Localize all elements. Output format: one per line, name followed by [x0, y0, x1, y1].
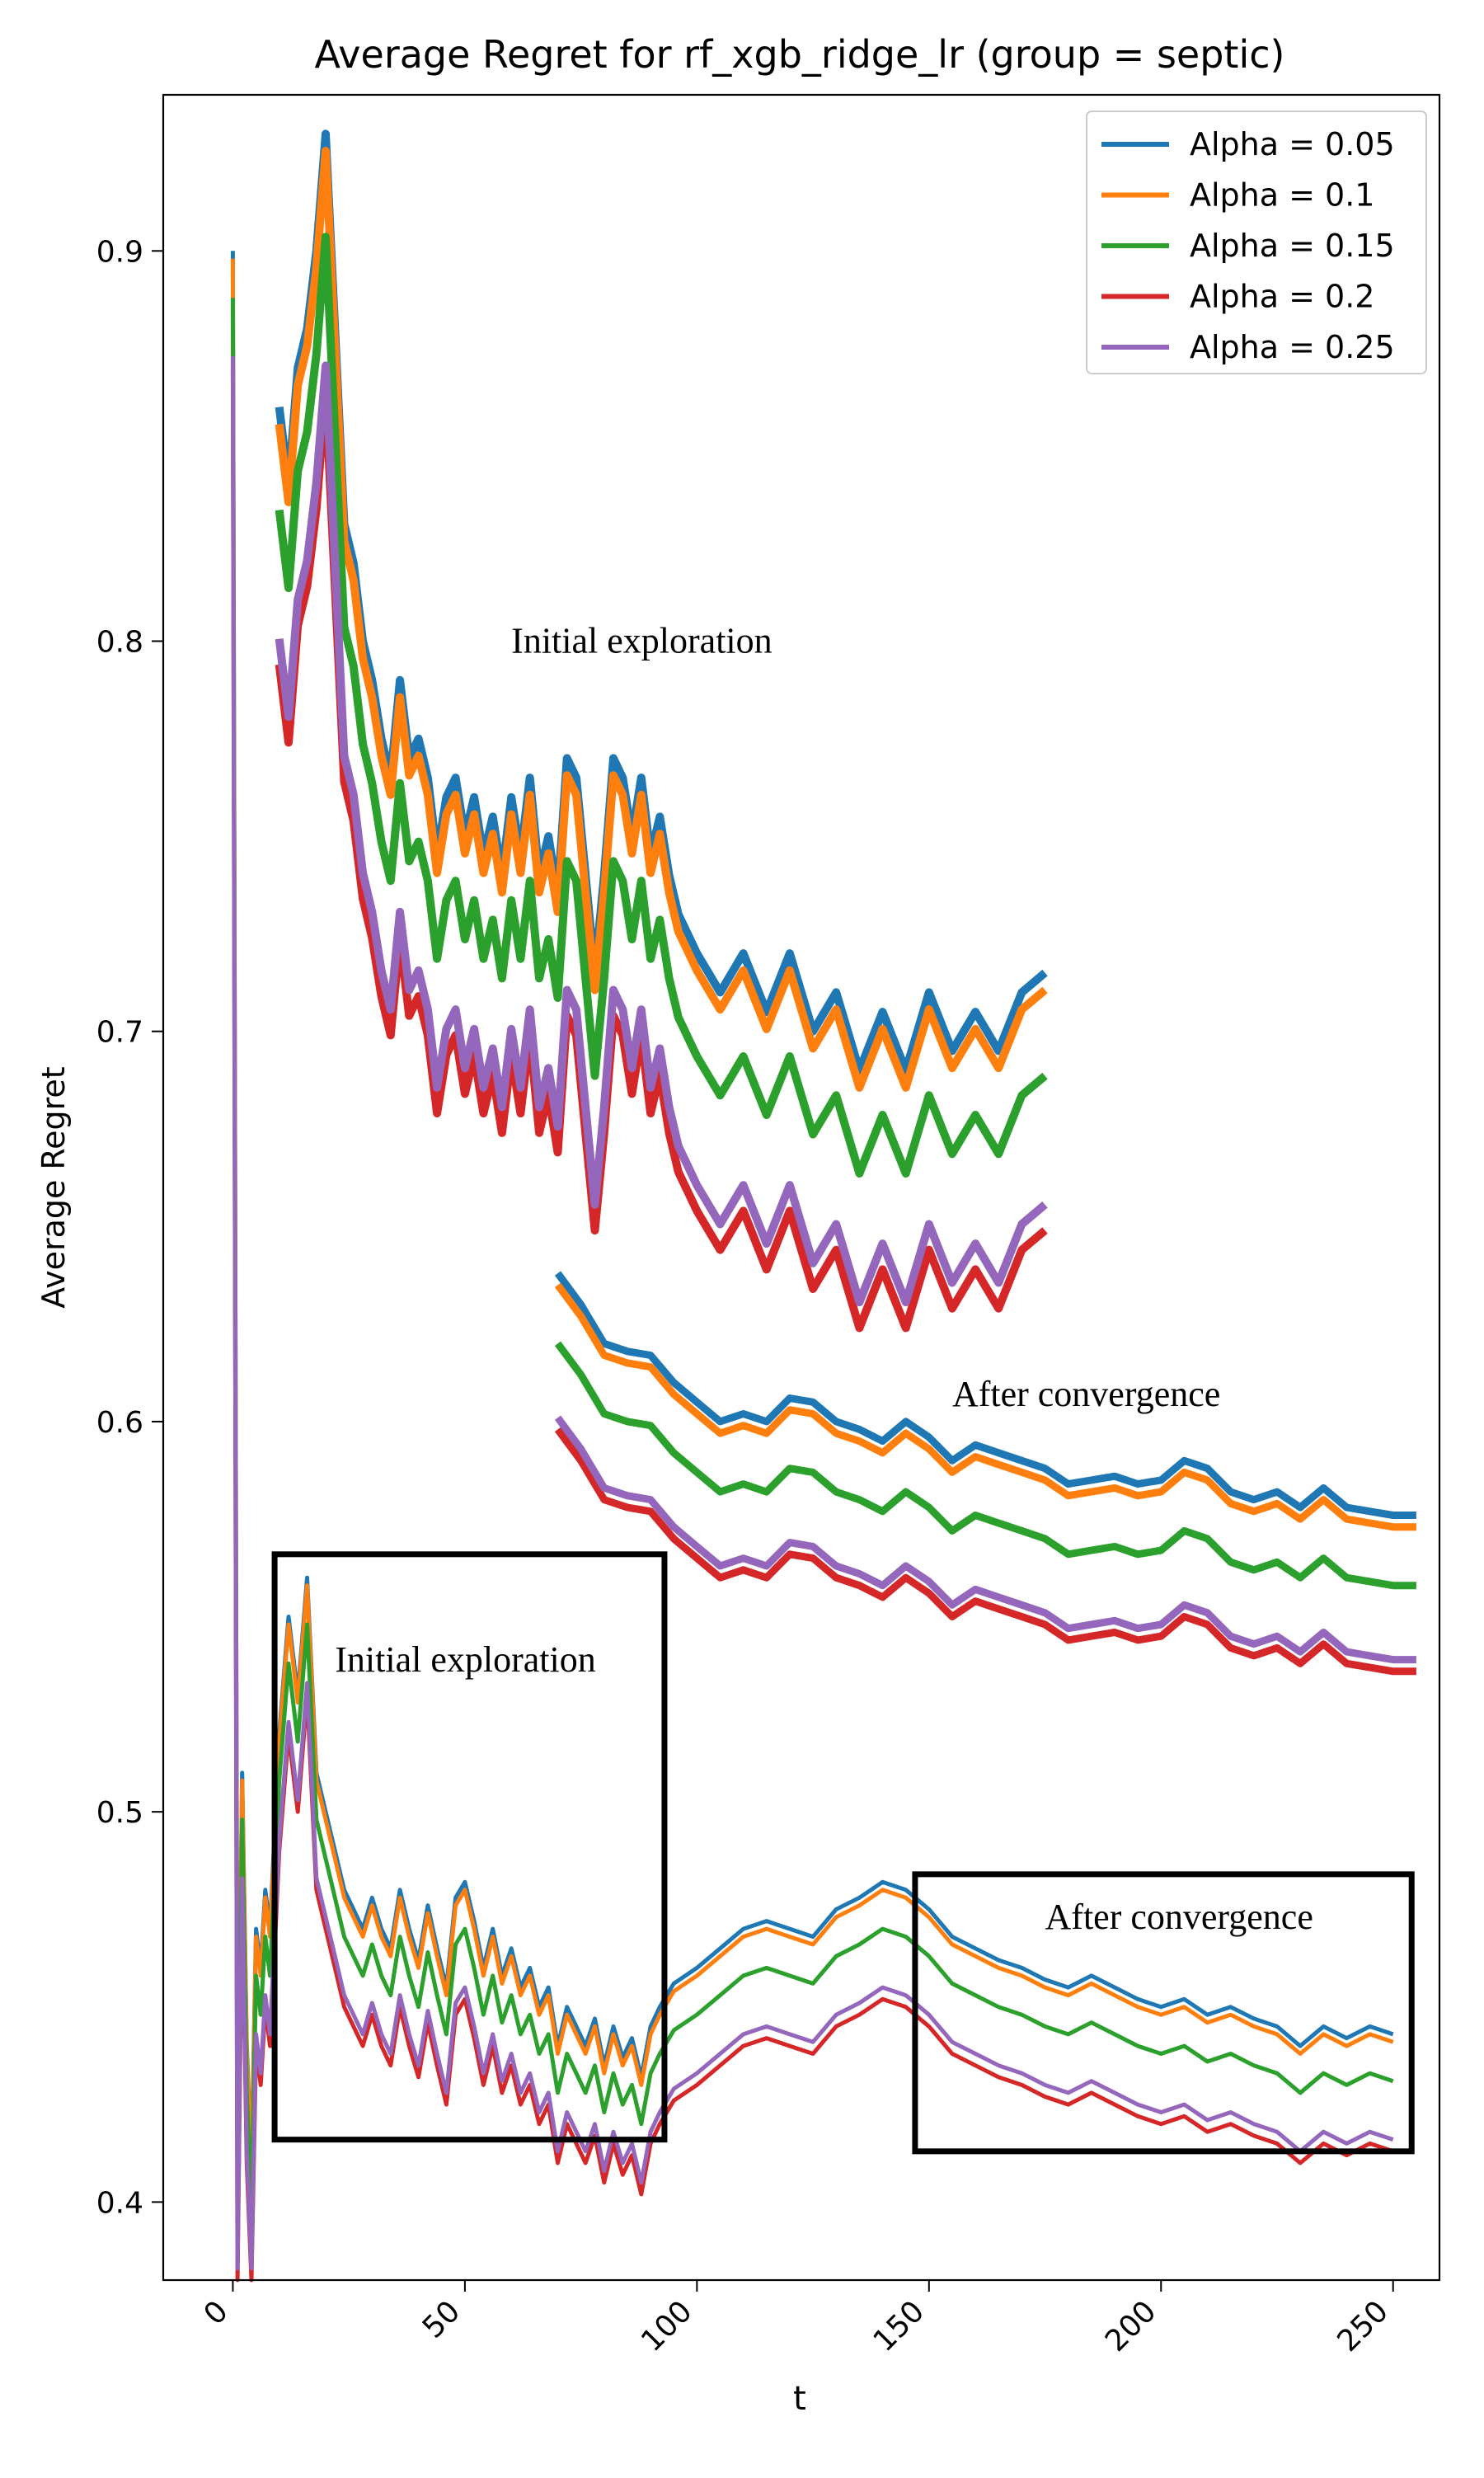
y-tick-label: 0.9 — [96, 235, 143, 269]
series-line-zoom-late — [554, 1427, 1416, 1676]
legend-label: Alpha = 0.2 — [1190, 279, 1374, 315]
series-line-zoom-early — [275, 233, 1048, 1178]
annotation-label: Initial exploration — [511, 621, 772, 661]
chart-title: Average Regret for rf_xgb_ridge_lr (grou… — [315, 32, 1285, 77]
series-line-zoom-early — [275, 361, 1048, 1307]
legend: Alpha = 0.05 Alpha = 0.1 Alpha = 0.15 Alpha… — [1086, 110, 1427, 374]
legend-label: Alpha = 0.15 — [1190, 228, 1395, 264]
y-tick-label: 0.8 — [96, 626, 143, 660]
y-tick-label: 0.4 — [96, 2186, 143, 2220]
y-tick-label: 0.6 — [96, 1406, 143, 1440]
series-line-early — [230, 298, 1394, 2212]
y-axis-label: Average Regret — [35, 1066, 72, 1308]
legend-label: Alpha = 0.25 — [1190, 329, 1395, 365]
series-line-zoom-late — [554, 1282, 1416, 1531]
y-tick-label: 0.7 — [96, 1016, 143, 1050]
annotation-box — [271, 1551, 668, 2143]
series-line-zoom-early — [275, 147, 1048, 1092]
series-line-early — [230, 258, 1394, 2173]
series-alpha-0-15 — [230, 233, 1416, 2212]
annotation-label: After convergence — [1045, 1897, 1313, 1937]
series-alpha-0-25 — [230, 356, 1416, 2271]
legend-label: Alpha = 0.05 — [1190, 126, 1395, 162]
legend-label: Alpha = 0.1 — [1190, 177, 1374, 214]
series-line-early — [230, 368, 1394, 2283]
series-line-zoom-late — [554, 1415, 1416, 1664]
x-axis-label: t — [793, 2380, 806, 2418]
series-line-zoom-late — [554, 1271, 1416, 1519]
annotation-label: Initial exploration — [335, 1639, 595, 1680]
y-tick-label: 0.5 — [96, 1796, 143, 1830]
plot-frame — [162, 93, 1441, 2282]
series-line-early — [230, 356, 1394, 2271]
annotation-label: After convergence — [952, 1374, 1220, 1414]
series-line-zoom-late — [554, 1341, 1416, 1590]
legend-frame — [1086, 110, 1427, 374]
annotation-box — [912, 1871, 1415, 2155]
series-alpha-0-1 — [230, 147, 1416, 2173]
